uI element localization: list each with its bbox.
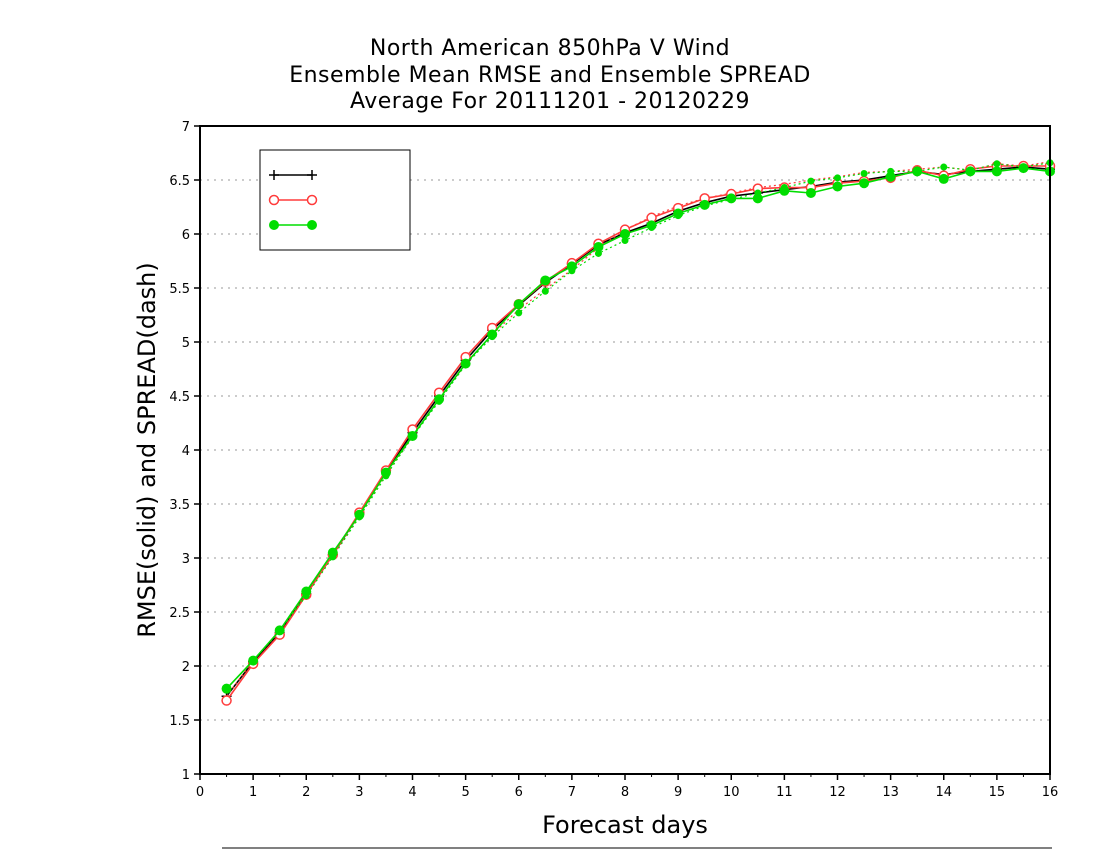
spread-point (834, 174, 841, 182)
chart-title-line-2: Ensemble Mean RMSE and Ensemble SPREAD (289, 63, 811, 88)
y-tick-label: 5 (182, 336, 190, 351)
legend-marker (307, 170, 317, 180)
rmse-point (513, 299, 524, 310)
rmse-point (859, 178, 870, 189)
x-tick-label: 11 (776, 785, 793, 800)
x-axis-label: Forecast days (542, 811, 708, 839)
y-tick-label: 1.5 (169, 714, 190, 729)
x-tick-label: 1 (249, 785, 257, 800)
spread-point (541, 287, 549, 295)
legend-marker (306, 194, 318, 206)
rmse-point (1018, 163, 1029, 174)
x-tick-label: 12 (829, 785, 846, 800)
y-tick-label: 2 (182, 660, 190, 675)
rmse-point (566, 261, 577, 272)
rmse-point (274, 625, 285, 636)
x-tick-label: 2 (302, 785, 310, 800)
rmse-point (620, 229, 630, 239)
axes: 11.522.533.544.555.566.570 1 2 3 4 5 6 7 8 9 10 11 1… (169, 120, 1058, 800)
legend-marker (307, 220, 317, 230)
legend-item-2 (268, 194, 318, 206)
y-tick-label: 3.5 (169, 498, 190, 513)
rmse-point (327, 547, 338, 558)
rmse-point (912, 166, 923, 177)
x-tick-label: 14 (935, 785, 952, 800)
legend-marker (269, 220, 279, 230)
x-tick-label: 7 (568, 785, 576, 800)
y-tick-label: 5.5 (169, 282, 190, 297)
x-tick-label: 9 (674, 785, 682, 800)
y-tick-label: 3 (182, 552, 190, 567)
rmse-point (805, 187, 816, 198)
x-tick-label: 0 (196, 785, 204, 800)
rmse-point (221, 695, 232, 706)
chart-title-line-1: North American 850hPa V Wind (369, 36, 731, 61)
rmse-point (407, 430, 418, 441)
rmse-point (487, 329, 498, 340)
rmse-point (752, 193, 763, 204)
rmse-point (938, 173, 949, 184)
grid (200, 179, 1050, 721)
y-tick-label: 6.5 (169, 174, 190, 189)
legend-item-1 (269, 170, 317, 180)
spread-point (594, 249, 602, 257)
chart-title-line-3: Average For 20111201 - 20120229 (349, 89, 751, 114)
rmse-point (221, 683, 232, 694)
spread-point (515, 309, 523, 317)
y-tick-label: 4.5 (169, 390, 190, 405)
legend-marker (268, 194, 280, 206)
series-3 (221, 159, 1055, 694)
y-tick-label: 2.5 (169, 606, 190, 621)
rmse-point (726, 193, 737, 204)
rmse-point (540, 275, 551, 286)
rmse-point (380, 467, 391, 478)
spread-point (993, 160, 1001, 168)
rmse-point (248, 655, 259, 666)
y-tick-label: 6 (182, 228, 190, 243)
rmse-point (885, 171, 896, 182)
x-tick-label: 4 (408, 785, 416, 800)
x-tick-label: 8 (621, 785, 629, 800)
legend-item-3 (269, 220, 317, 230)
rmse-point (779, 185, 790, 196)
spread-point (860, 170, 868, 178)
x-tick-label: 6 (515, 785, 523, 800)
spread-point (807, 177, 815, 185)
legend (259, 149, 411, 251)
x-tick-label: 5 (461, 785, 469, 800)
y-tick-label: 1 (182, 768, 190, 783)
rmse-point (593, 241, 604, 252)
rmse-point (434, 394, 445, 405)
rmse-point (460, 358, 471, 369)
y-tick-label: 7 (182, 120, 190, 135)
rmse-point (699, 199, 710, 210)
y-tick-label: 4 (182, 444, 190, 459)
x-tick-label: 16 (1042, 785, 1059, 800)
y-axis-label: RMSE(solid) and SPREAD(dash) (133, 262, 161, 638)
rmse-point (832, 181, 843, 192)
rmse-point (301, 586, 312, 597)
rmse-point (991, 166, 1002, 177)
legend-marker (269, 170, 279, 180)
rmse-point (646, 220, 657, 231)
spread-point (940, 163, 948, 171)
rmse-point (965, 166, 976, 177)
x-tick-label: 3 (355, 785, 363, 800)
x-tick-label: 10 (723, 785, 740, 800)
x-tick-label: 15 (989, 785, 1006, 800)
rmse-point (354, 509, 365, 520)
rmse-point (673, 208, 684, 219)
spread-point (621, 236, 629, 244)
x-tick-label: 13 (882, 785, 899, 800)
